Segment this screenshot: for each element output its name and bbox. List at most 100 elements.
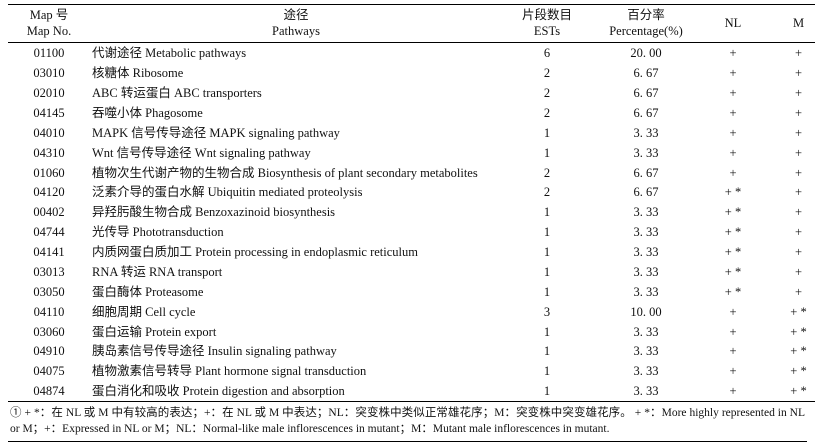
map-no-cell: 04141 bbox=[33, 245, 65, 259]
percentage-cell: 3. 33 bbox=[633, 324, 659, 339]
nl-cell: + * bbox=[724, 205, 742, 220]
kegg-pathway-table: Map 号 Map No. 途径 Pathways 片段数目 ESTs 百分率 … bbox=[8, 4, 815, 402]
header-map-no-en: Map No. bbox=[26, 23, 72, 38]
nl-cell: + bbox=[729, 384, 737, 399]
pathway-cell: 蛋白运输 Protein export bbox=[92, 324, 217, 339]
header-pathways: 途径 Pathways bbox=[90, 4, 502, 44]
map-no-cell: 01060 bbox=[33, 165, 65, 180]
header-map-no-zh: Map 号 bbox=[29, 8, 69, 22]
table-row: 04744 光传导 Phototransduction 1 3. 33 + * + bbox=[8, 222, 815, 242]
pathway-cell: 光传导 Phototransduction bbox=[92, 225, 224, 240]
table-row: 04145 吞噬小体 Phagosome 2 6. 67 + + bbox=[8, 103, 815, 123]
percentage-cell: 6. 67 bbox=[633, 105, 659, 120]
pathway-cell: ABC 转运蛋白 ABC transporters bbox=[92, 86, 262, 100]
table-row: 03060 蛋白运输 Protein export 1 3. 33 + + * bbox=[8, 322, 815, 342]
header-row: Map 号 Map No. 途径 Pathways 片段数目 ESTs 百分率 … bbox=[8, 4, 815, 44]
percentage-cell: 3. 33 bbox=[633, 145, 659, 160]
m-cell: + bbox=[794, 46, 803, 61]
header-ests-en: ESTs bbox=[533, 23, 561, 38]
m-cell: + bbox=[794, 125, 803, 140]
nl-cell: + bbox=[729, 344, 737, 359]
ests-cell: 1 bbox=[543, 125, 551, 140]
pathway-cell: 吞噬小体 Phagosome bbox=[92, 105, 203, 120]
map-no-cell: 04010 bbox=[33, 125, 65, 140]
pathway-cell: 泛素介导的蛋白水解 Ubiquitin mediated proteolysis bbox=[92, 185, 363, 200]
table-row: 01060 植物次生代谢产物的生物合成 Biosynthesis of plant… bbox=[8, 163, 815, 183]
pathway-cell: MAPK 信号传导途径 MAPK signaling pathway bbox=[92, 125, 340, 140]
table-row: 02010 ABC 转运蛋白 ABC transporters 2 6. 67 + + bbox=[8, 83, 815, 103]
table-row: 04874 蛋白消化和吸收 Protein digestion and absor… bbox=[8, 381, 815, 401]
table-row: 04010 MAPK 信号传导途径 MAPK signaling pathway 1… bbox=[8, 123, 815, 143]
pathway-cell: RNA 转运 RNA transport bbox=[92, 264, 223, 279]
nl-cell: + * bbox=[724, 225, 742, 240]
ests-cell: 2 bbox=[543, 165, 551, 180]
m-cell: + bbox=[794, 245, 803, 259]
map-no-cell: 04075 bbox=[33, 364, 65, 379]
m-cell: + bbox=[794, 284, 803, 299]
nl-cell: + bbox=[729, 46, 737, 61]
header-percentage: 百分率 Percentage(%) bbox=[592, 4, 700, 44]
map-no-cell: 03010 bbox=[33, 66, 65, 81]
nl-cell: + * bbox=[724, 264, 742, 279]
header-map-no: Map 号 Map No. bbox=[8, 4, 90, 44]
percentage-cell: 6. 67 bbox=[633, 66, 659, 81]
ests-cell: 1 bbox=[543, 205, 551, 220]
header-percentage-en: Percentage(%) bbox=[609, 23, 683, 38]
pathway-cell: 胰岛素信号传导途径 Insulin signaling pathway bbox=[92, 344, 337, 359]
map-no-cell: 04874 bbox=[33, 384, 65, 399]
header-m: M bbox=[766, 4, 815, 44]
percentage-cell: 3. 33 bbox=[633, 245, 659, 259]
percentage-cell: 20. 00 bbox=[630, 46, 662, 61]
nl-cell: + * bbox=[724, 185, 742, 200]
nl-cell: + bbox=[729, 364, 737, 379]
percentage-cell: 6. 67 bbox=[633, 86, 659, 100]
ests-cell: 2 bbox=[543, 185, 551, 200]
ests-cell: 1 bbox=[543, 225, 551, 240]
percentage-cell: 10. 00 bbox=[630, 304, 662, 319]
ests-cell: 1 bbox=[543, 324, 551, 339]
pathway-cell: 核糖体 Ribosome bbox=[92, 66, 184, 81]
table-footnote: ① + *：在 NL 或 M 中有较高的表达；+：在 NL 或 M 中表达；NL… bbox=[8, 402, 807, 443]
header-percentage-zh: 百分率 bbox=[627, 8, 665, 22]
nl-cell: + * bbox=[724, 245, 742, 259]
m-cell: + * bbox=[790, 324, 807, 339]
map-no-cell: 04310 bbox=[33, 145, 65, 160]
table-row: 04075 植物激素信号转导 Plant hormone signal trans… bbox=[8, 361, 815, 381]
m-cell: + * bbox=[790, 364, 807, 379]
m-cell: + bbox=[794, 86, 803, 100]
pathway-cell: 细胞周期 Cell cycle bbox=[92, 304, 196, 319]
ests-cell: 6 bbox=[543, 46, 551, 61]
percentage-cell: 3. 33 bbox=[633, 384, 659, 399]
header-ests: 片段数目 ESTs bbox=[502, 4, 592, 44]
percentage-cell: 6. 67 bbox=[633, 185, 659, 200]
ests-cell: 3 bbox=[543, 304, 551, 319]
map-no-cell: 04110 bbox=[33, 304, 65, 319]
ests-cell: 1 bbox=[543, 284, 551, 299]
table-row: 04110 细胞周期 Cell cycle 3 10. 00 + + * bbox=[8, 302, 815, 322]
table-row: 04910 胰岛素信号传导途径 Insulin signaling pathway… bbox=[8, 341, 815, 361]
percentage-cell: 6. 67 bbox=[633, 165, 659, 180]
nl-cell: + bbox=[729, 324, 737, 339]
map-no-cell: 04120 bbox=[33, 185, 65, 200]
pathway-cell: 植物次生代谢产物的生物合成 Biosynthesis of plant seco… bbox=[92, 165, 478, 180]
ests-cell: 2 bbox=[543, 105, 551, 120]
map-no-cell: 01100 bbox=[33, 46, 65, 61]
header-ests-zh: 片段数目 bbox=[521, 8, 572, 22]
pathway-cell: 内质网蛋白质加工 Protein processing in endoplasm… bbox=[92, 245, 418, 259]
pathway-cell: 蛋白消化和吸收 Protein digestion and absorption bbox=[92, 384, 345, 399]
ests-cell: 2 bbox=[543, 86, 551, 100]
m-cell: + bbox=[794, 105, 803, 120]
nl-cell: + bbox=[729, 304, 737, 319]
map-no-cell: 04744 bbox=[33, 225, 65, 240]
m-cell: + bbox=[794, 225, 803, 240]
table-row: 04120 泛素介导的蛋白水解 Ubiquitin mediated proteo… bbox=[8, 182, 815, 202]
ests-cell: 1 bbox=[543, 344, 551, 359]
pathway-cell: Wnt 信号传导途径 Wnt signaling pathway bbox=[92, 145, 311, 160]
m-cell: + bbox=[794, 145, 803, 160]
map-no-cell: 03050 bbox=[33, 284, 65, 299]
percentage-cell: 3. 33 bbox=[633, 205, 659, 220]
table-row: 00402 异羟肟酸生物合成 Benzoxazinoid biosynthesis… bbox=[8, 202, 815, 222]
m-cell: + bbox=[794, 165, 803, 180]
m-cell: + * bbox=[790, 384, 807, 399]
